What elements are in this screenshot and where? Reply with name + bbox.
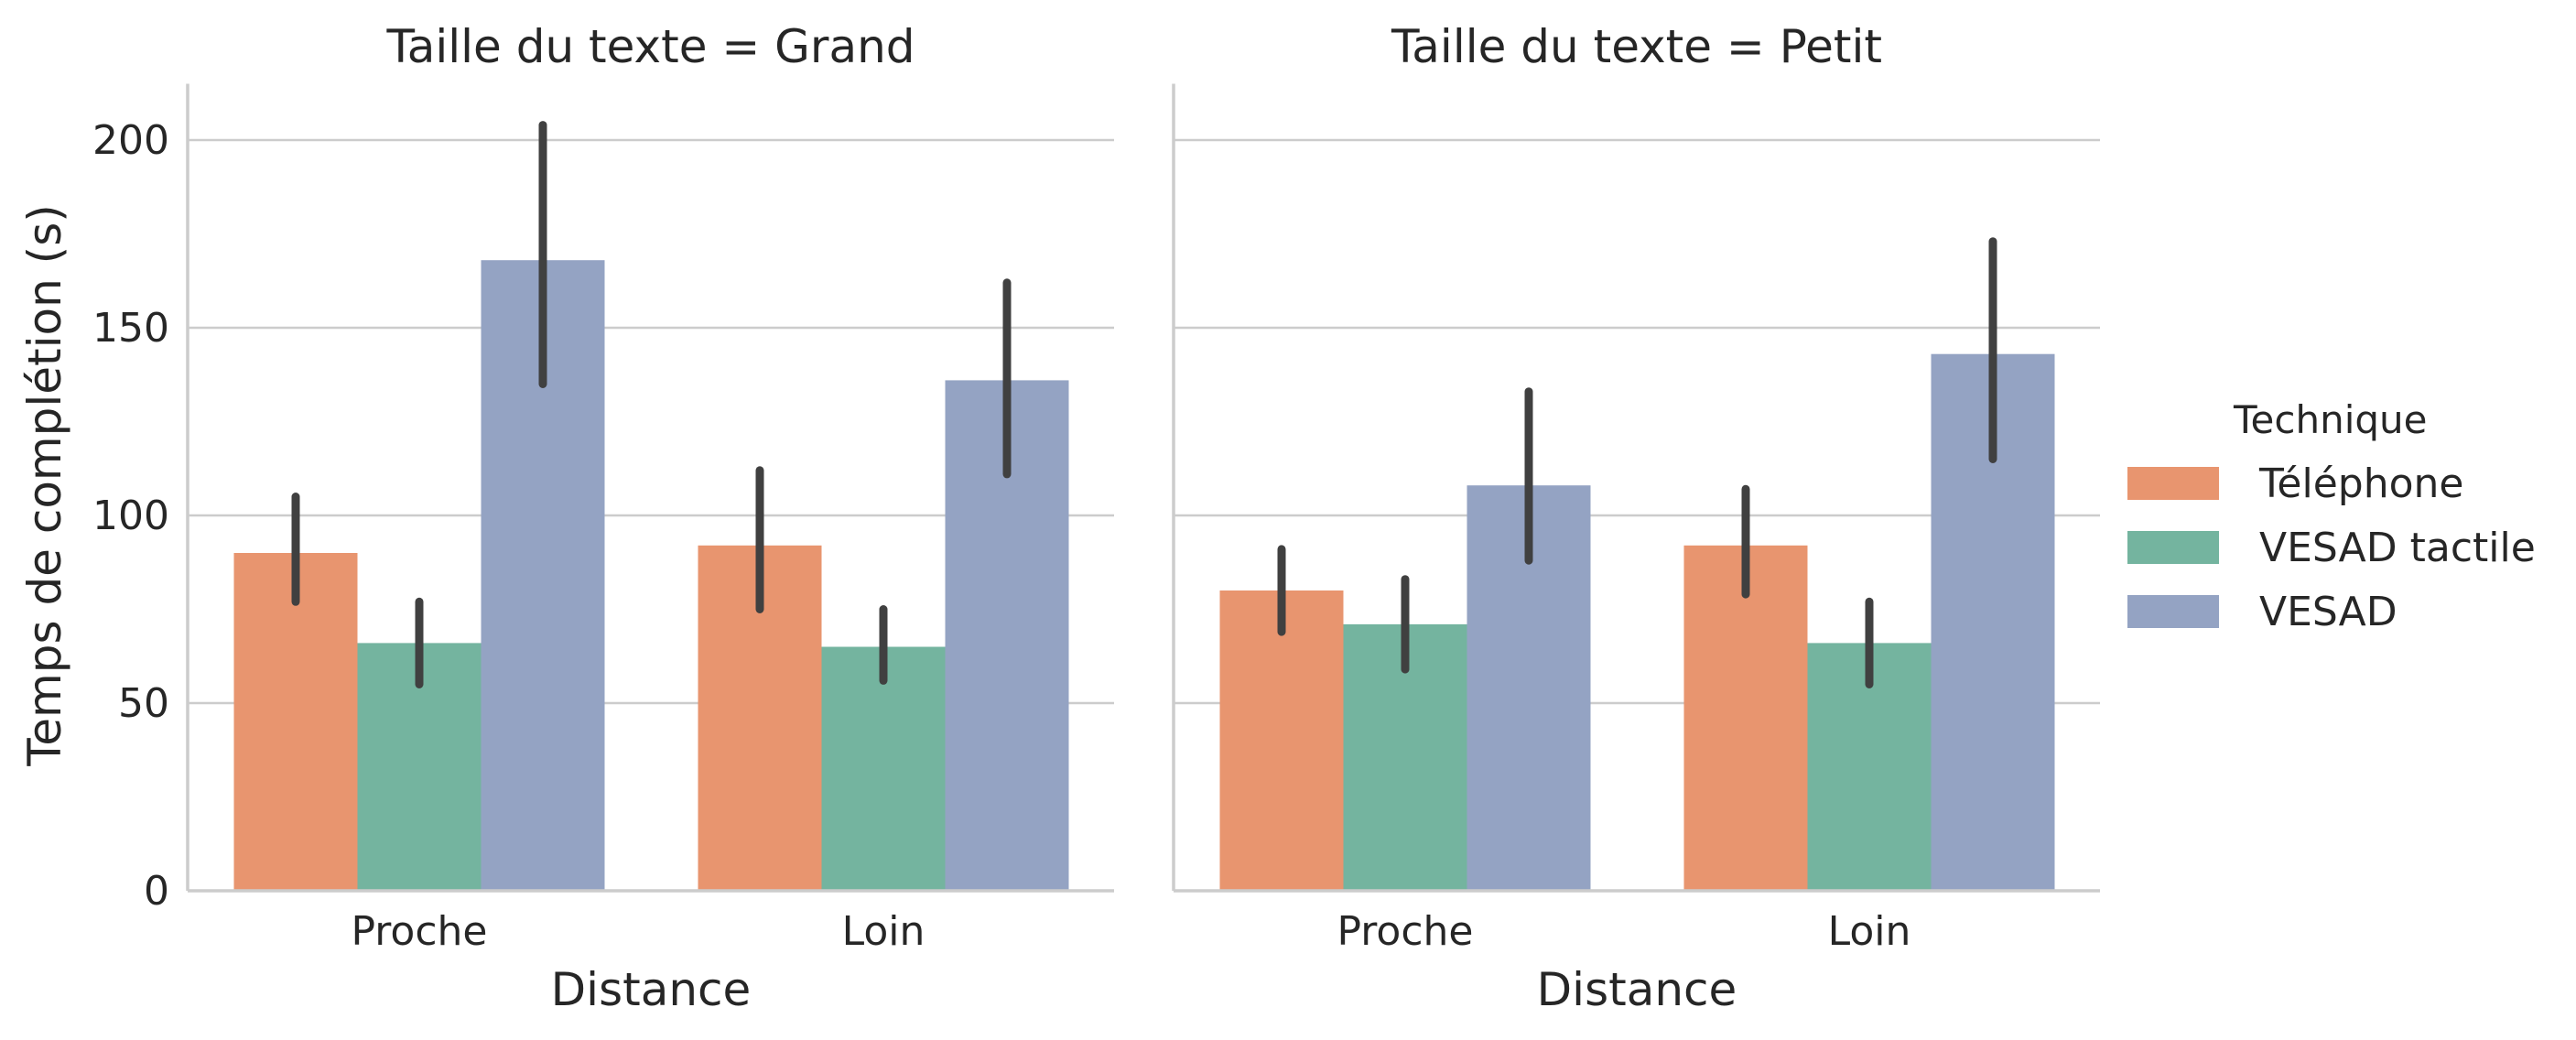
panel-1: 0 50 100 150 200 Proche Loin Distance Taille du …: [92, 20, 1114, 1016]
legend-item: Téléphone: [2127, 460, 2463, 507]
x-axis-label: Distance: [551, 963, 752, 1016]
x-tick-label: Loin: [842, 908, 925, 955]
legend-item: VESAD: [2127, 589, 2397, 635]
y-tick-label: 50: [118, 680, 169, 727]
legend-swatch: [2127, 531, 2219, 564]
legend-swatch: [2127, 595, 2219, 628]
bar-t-l-phone-proche: [1219, 590, 1344, 891]
legend: Technique Téléphone VESAD tactile VESAD: [2127, 397, 2536, 635]
x-tick-label: Proche: [1337, 908, 1474, 955]
bar-t-l-phone-proche: [233, 553, 358, 891]
y-axis-label: Temps de complétion (s): [18, 204, 71, 767]
panel-title: Taille du texte = Petit: [1391, 20, 1882, 73]
legend-label: Téléphone: [2258, 460, 2463, 507]
panel-title: Taille du texte = Grand: [385, 20, 915, 73]
legend-item: VESAD tactile: [2127, 525, 2536, 571]
legend-label: VESAD tactile: [2259, 525, 2536, 571]
x-tick-label: Proche: [352, 908, 488, 955]
legend-title: Technique: [2233, 397, 2427, 442]
legend-label: VESAD: [2259, 589, 2397, 635]
panel-2: Proche Loin Distance Taille du texte = Peti…: [1172, 20, 2100, 1016]
x-tick-label: Loin: [1828, 908, 1911, 955]
y-tick-label: 150: [92, 305, 169, 352]
y-tick-label: 100: [92, 493, 169, 539]
y-tick-label: 200: [92, 117, 169, 164]
x-axis-label: Distance: [1537, 963, 1737, 1016]
bar-vesad-tactile-loin: [821, 646, 946, 891]
bar-t-l-phone-loin: [1683, 545, 1808, 891]
legend-swatch: [2127, 467, 2219, 500]
y-tick-label: 0: [144, 868, 169, 915]
